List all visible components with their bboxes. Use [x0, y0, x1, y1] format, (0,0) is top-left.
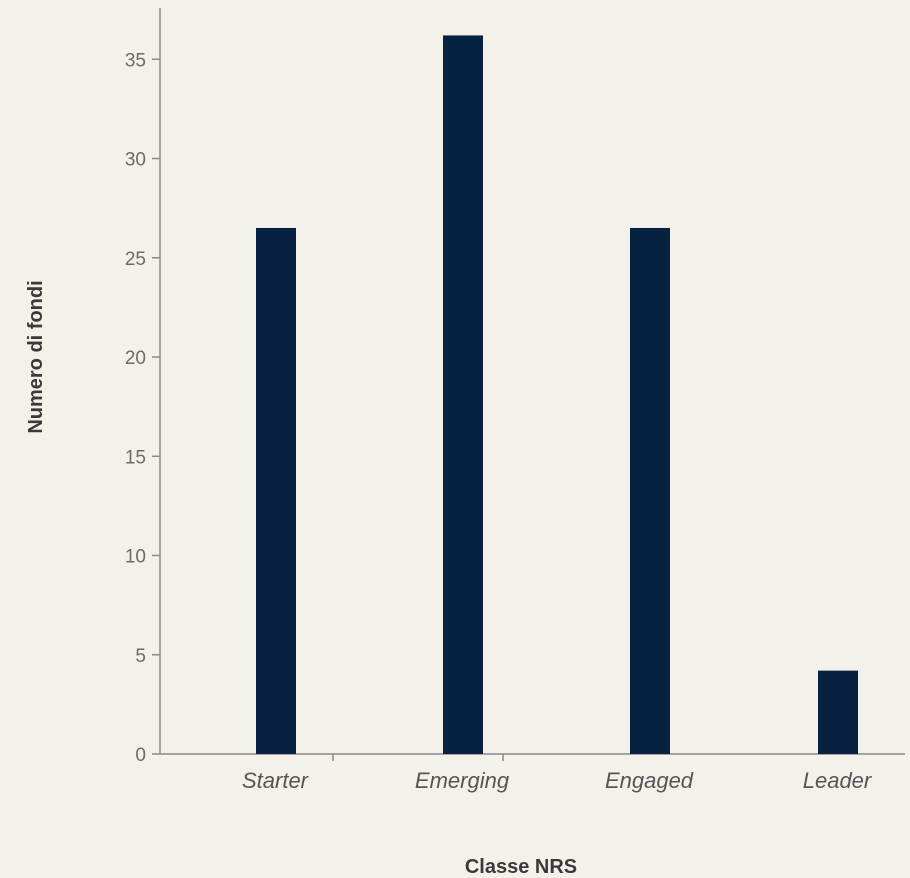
bar-engaged	[630, 227, 670, 755]
bar-emerging	[443, 35, 483, 755]
y-tick-label: 0	[135, 745, 146, 766]
y-tick-label: 30	[125, 150, 146, 171]
y-tick-label: 20	[125, 348, 146, 369]
x-tick-label: Engaged	[605, 768, 694, 793]
x-tick-label: Emerging	[415, 768, 510, 793]
y-tick-label: 35	[125, 50, 146, 71]
y-tick-label: 5	[135, 646, 146, 667]
bar-leader	[818, 670, 858, 754]
y-tick-label: 15	[125, 447, 146, 468]
x-tick-label: Leader	[803, 768, 873, 793]
y-axis: 0 5 10 15 20 25 30 35	[125, 8, 161, 766]
x-tick-label: Starter	[242, 768, 310, 793]
x-axis-title: Classe NRS	[465, 856, 577, 878]
y-tick-label: 25	[125, 249, 146, 270]
y-axis-title: Numero di fondi	[25, 280, 47, 433]
x-axis: Starter Emerging Engaged Leader	[160, 753, 905, 793]
y-tick-label: 10	[125, 547, 146, 568]
bars	[256, 35, 858, 755]
bar-starter	[256, 227, 296, 755]
